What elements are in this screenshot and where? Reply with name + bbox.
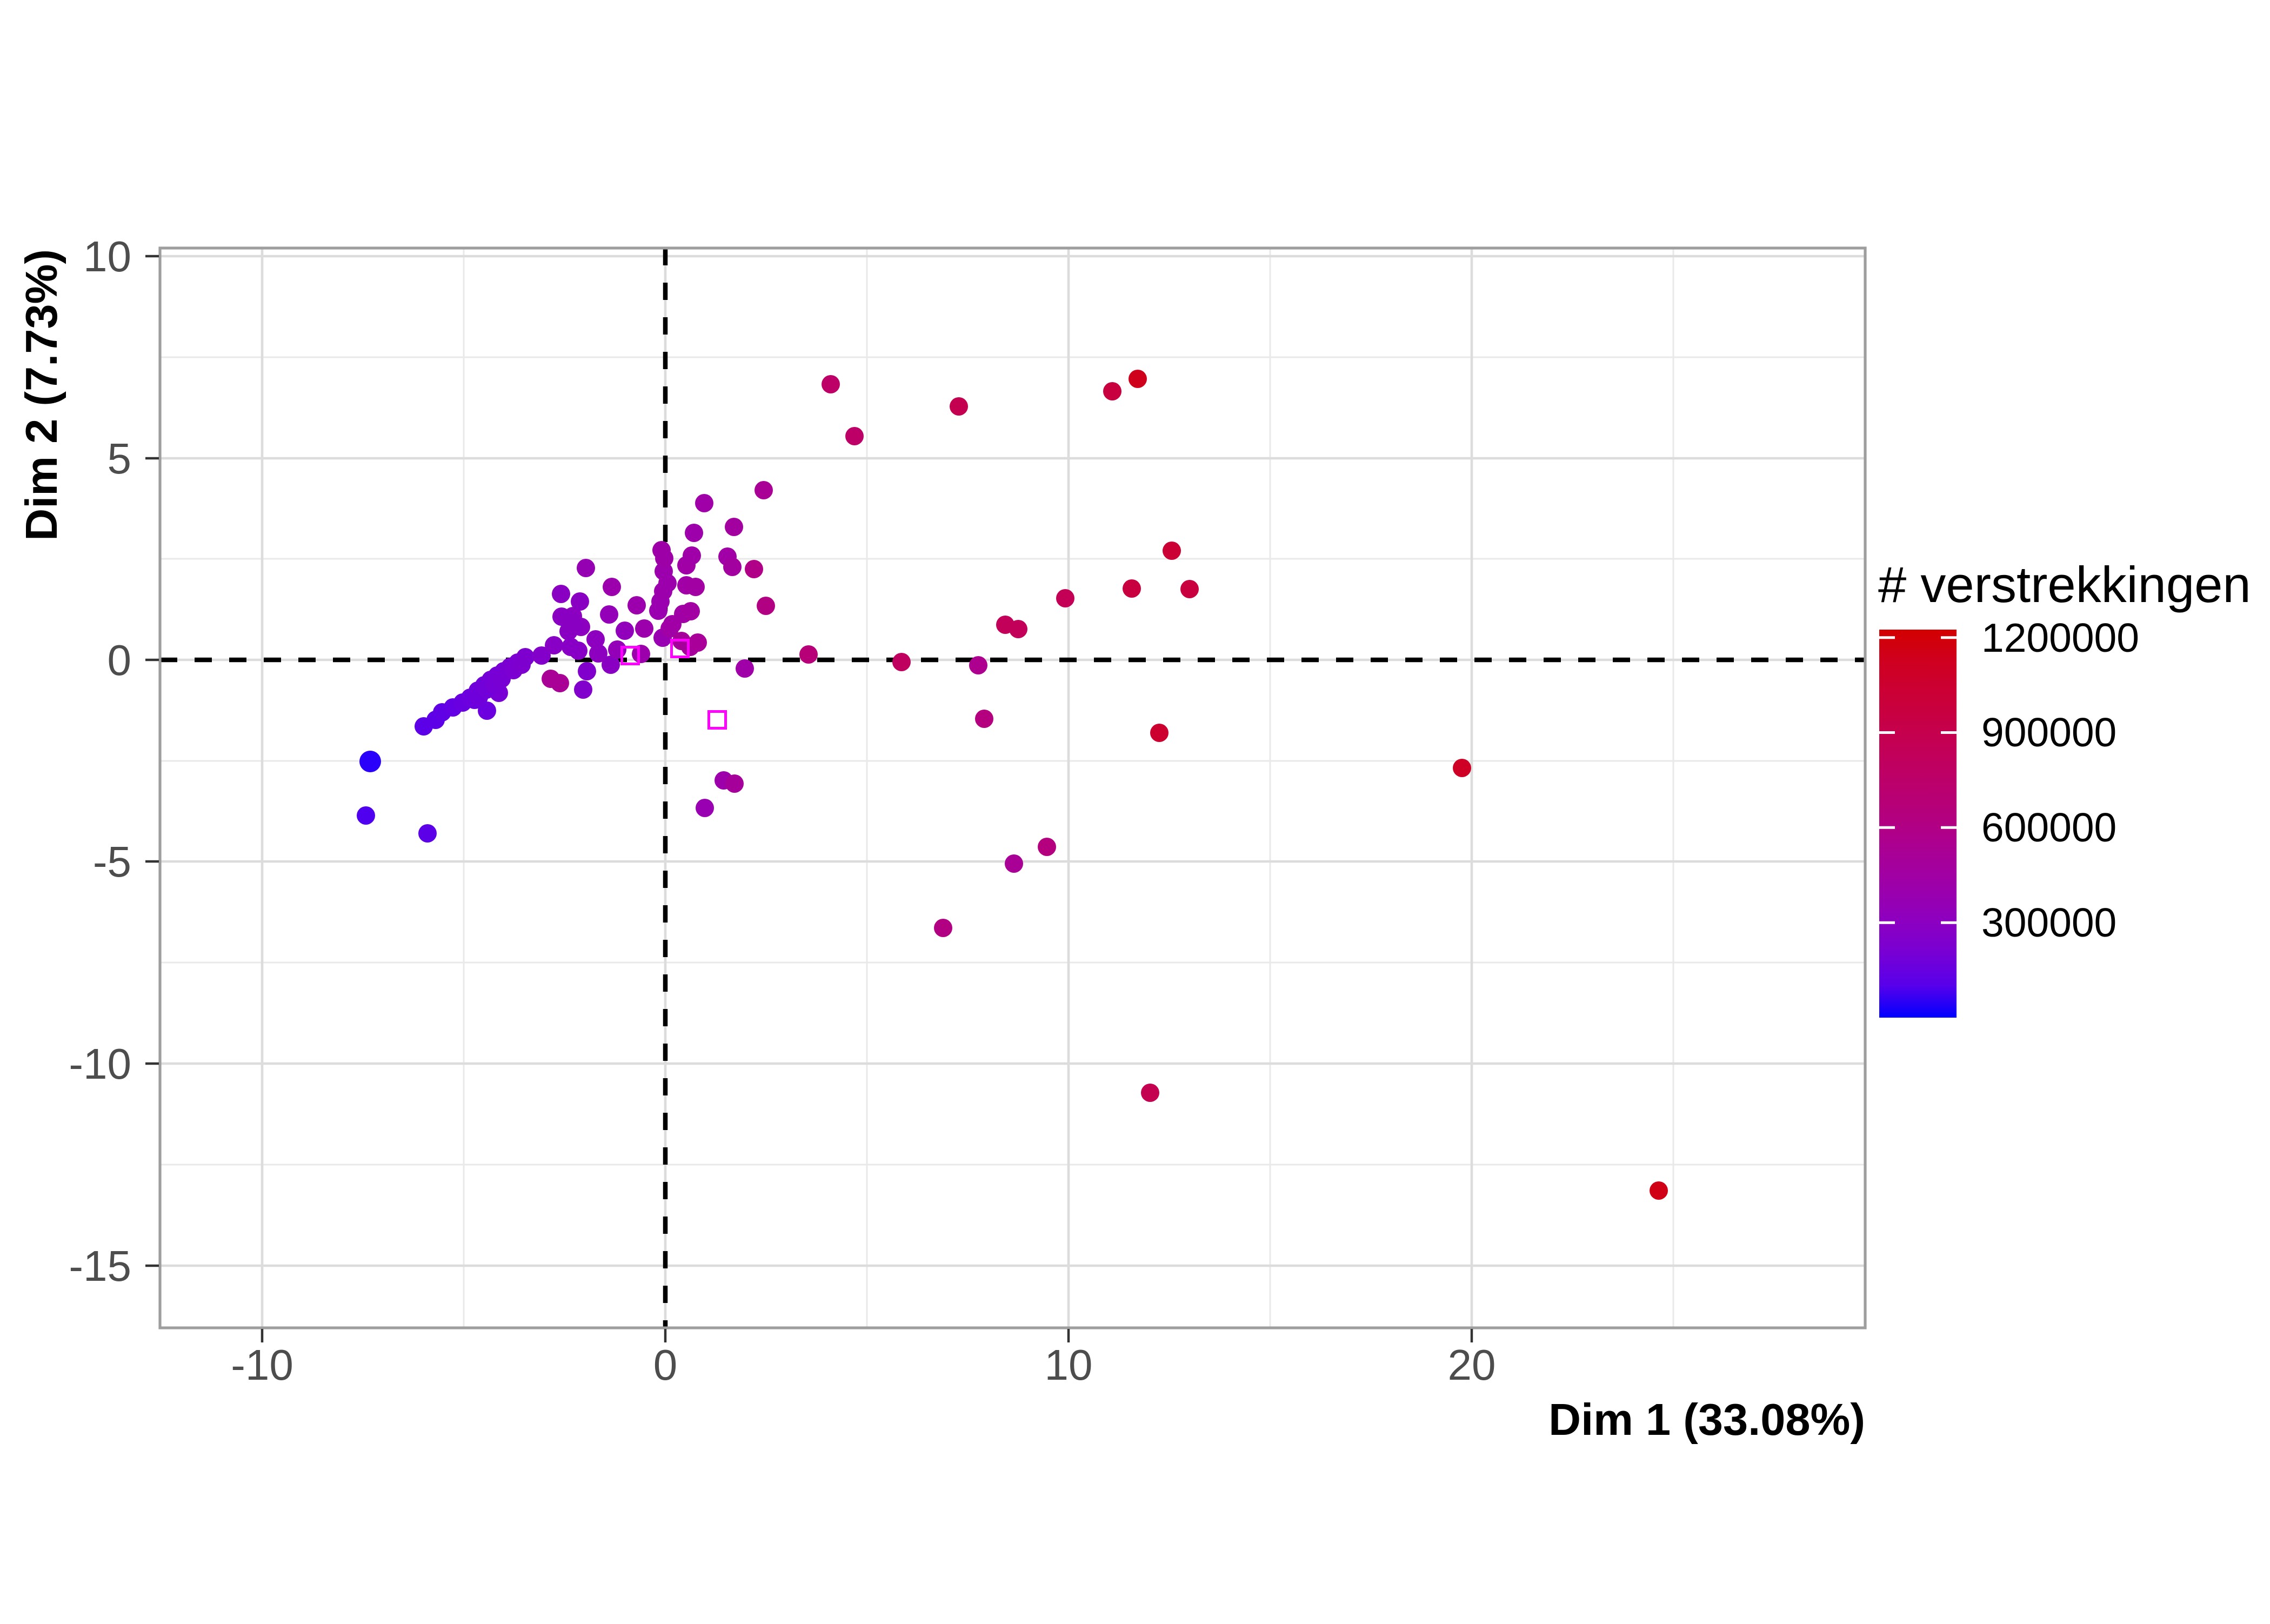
svg-text:10: 10	[83, 232, 131, 280]
svg-text:300000: 300000	[1981, 900, 2117, 945]
svg-text:-10: -10	[69, 1040, 131, 1088]
svg-text:Dim 1 (33.08%): Dim 1 (33.08%)	[1548, 1394, 1865, 1445]
svg-text:1200000: 1200000	[1981, 615, 2139, 660]
svg-text:-15: -15	[69, 1242, 131, 1290]
svg-text:900000: 900000	[1981, 710, 2117, 755]
svg-text:20: 20	[1448, 1341, 1496, 1389]
svg-text:-10: -10	[231, 1341, 293, 1389]
svg-text:0: 0	[653, 1341, 678, 1389]
svg-text:0: 0	[108, 636, 132, 684]
svg-text:5: 5	[108, 435, 132, 483]
svg-text:600000: 600000	[1981, 805, 2117, 850]
svg-text:10: 10	[1045, 1341, 1093, 1389]
svg-text:# verstrekkingen: # verstrekkingen	[1878, 556, 2251, 613]
svg-text:-5: -5	[93, 838, 131, 886]
svg-text:Dim 2 (7.73%): Dim 2 (7.73%)	[16, 249, 66, 541]
